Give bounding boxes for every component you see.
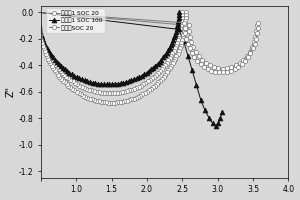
实施例1 SOC 100 bbox=[220, 110, 224, 113]
实施例1 SOC 100 bbox=[38, 28, 41, 30]
Line: 比较例SOC 20: 比较例SOC 20 bbox=[35, 10, 260, 105]
实施例1 SOC 20 bbox=[152, 75, 156, 78]
实施例1 SOC 100 bbox=[88, 81, 92, 83]
实施例1 SOC 20 bbox=[255, 24, 258, 27]
Y-axis label: Z": Z" bbox=[6, 86, 16, 97]
比较例SOC 20 bbox=[256, 22, 260, 24]
实施例1 SOC 100 bbox=[169, 44, 173, 47]
Legend: 实施例1 SOC 20, 实施例1 SOC 100, 比较例SOC 20: 实施例1 SOC 20, 实施例1 SOC 100, 比较例SOC 20 bbox=[46, 8, 105, 33]
比较例SOC 20 bbox=[143, 92, 146, 94]
实施例1 SOC 20 bbox=[52, 61, 56, 64]
实施例1 SOC 100 bbox=[158, 60, 161, 63]
实施例1 SOC 100 bbox=[177, 11, 181, 13]
实施例1 SOC 20 bbox=[181, 11, 184, 13]
比较例SOC 20 bbox=[184, 32, 187, 35]
比较例SOC 20 bbox=[111, 101, 115, 104]
实施例1 SOC 20 bbox=[216, 67, 220, 70]
比较例SOC 20 bbox=[42, 47, 45, 50]
实施例1 SOC 20 bbox=[171, 52, 174, 54]
实施例1 SOC 20 bbox=[127, 89, 131, 92]
Line: 实施例1 SOC 20: 实施例1 SOC 20 bbox=[36, 10, 259, 95]
实施例1 SOC 20 bbox=[110, 92, 113, 94]
Line: 实施例1 SOC 100: 实施例1 SOC 100 bbox=[35, 10, 224, 129]
实施例1 SOC 100 bbox=[165, 52, 168, 54]
比较例SOC 20 bbox=[36, 20, 39, 22]
比较例SOC 20 bbox=[94, 99, 98, 102]
比较例SOC 20 bbox=[69, 86, 72, 89]
实施例1 SOC 100 bbox=[48, 52, 51, 54]
实施例1 SOC 20 bbox=[112, 92, 116, 94]
比较例SOC 20 bbox=[184, 11, 188, 13]
实施例1 SOC 100 bbox=[214, 125, 217, 127]
